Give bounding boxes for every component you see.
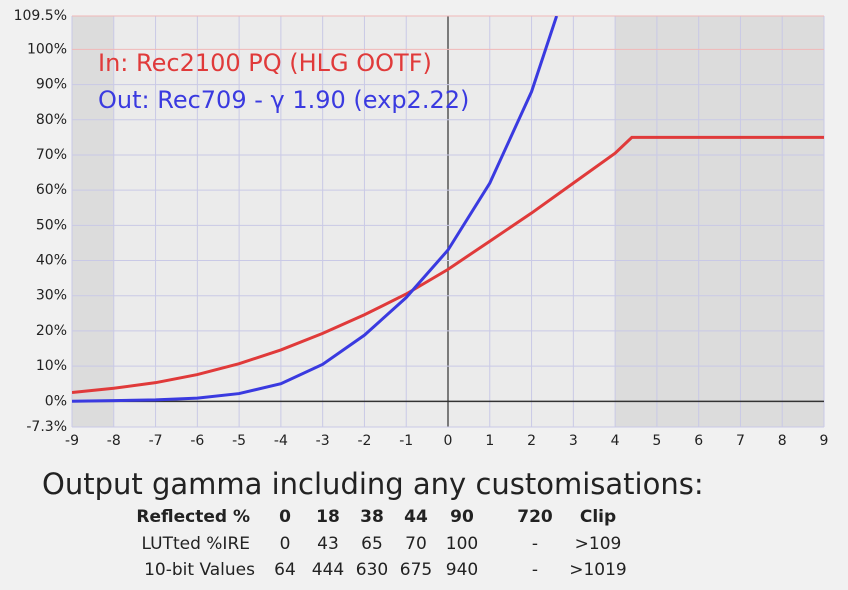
table-cell: 10-bit Values — [144, 560, 255, 580]
shaded-region — [615, 16, 824, 427]
x-tick-label: -1 — [399, 433, 413, 449]
table-header-cell: 44 — [404, 507, 428, 527]
y-tick-label: 40% — [36, 253, 67, 269]
table-cell: 0 — [280, 534, 291, 554]
table-cell: 65 — [361, 534, 383, 554]
x-tick-label: -2 — [357, 433, 371, 449]
y-tick-label: 50% — [36, 217, 67, 233]
table-cell: 70 — [405, 534, 427, 554]
x-tick-label: -4 — [274, 433, 288, 449]
table-cell: 100 — [446, 534, 478, 554]
x-tick-label: 0 — [444, 433, 453, 449]
y-tick-label: 0% — [45, 393, 67, 409]
y-tick-label: 10% — [36, 358, 67, 374]
table-cell: 444 — [312, 560, 344, 580]
x-tick-label: 9 — [820, 433, 829, 449]
table-cell: - — [532, 560, 538, 580]
y-tick-label: 60% — [36, 182, 67, 198]
series-line — [72, 135, 824, 395]
table-cell: 940 — [446, 560, 478, 580]
table-header-cell: 38 — [360, 507, 384, 527]
y-tick-label: 30% — [36, 288, 67, 304]
table-cell: >1019 — [569, 560, 627, 580]
table-cell: 630 — [356, 560, 388, 580]
x-tick-label: -3 — [316, 433, 330, 449]
x-tick-label: 8 — [778, 433, 787, 449]
table-cell: LUTted %IRE — [142, 534, 251, 554]
y-tick-label: 80% — [36, 112, 67, 128]
y-tick-label: 109.5% — [14, 8, 67, 24]
table-title: Output gamma including any customisation… — [42, 467, 704, 501]
y-tick-label: 70% — [36, 147, 67, 163]
table-cell: 64 — [274, 560, 296, 580]
x-tick-label: -5 — [232, 433, 246, 449]
y-tick-label: 90% — [36, 77, 67, 93]
x-tick-label: -8 — [107, 433, 121, 449]
y-tick-label: 20% — [36, 323, 67, 339]
table-header-cell: 18 — [316, 507, 340, 527]
table-header-cell: 720 — [517, 507, 553, 527]
table-header-cell: 90 — [450, 507, 474, 527]
annotation: In: Rec2100 PQ (HLG OOTF) — [98, 49, 432, 77]
x-tick-label: 2 — [527, 433, 536, 449]
x-tick-label: 1 — [485, 433, 494, 449]
x-tick-label: 3 — [569, 433, 578, 449]
table-cell: 43 — [317, 534, 339, 554]
table-cell: 675 — [400, 560, 432, 580]
x-tick-label: 4 — [611, 433, 620, 449]
y-tick-label: 100% — [27, 41, 67, 57]
table-header-cell: Reflected % — [136, 507, 250, 527]
x-tick-label: -6 — [190, 433, 204, 449]
x-tick-label: 7 — [736, 433, 745, 449]
x-tick-label: -9 — [65, 433, 79, 449]
table-cell: >109 — [575, 534, 622, 554]
table-cell: - — [532, 534, 538, 554]
x-tick-label: 6 — [694, 433, 703, 449]
shaded-region — [72, 16, 114, 427]
y-tick-label: -7.3% — [26, 419, 67, 435]
x-tick-label: 5 — [652, 433, 661, 449]
table-header-cell: Clip — [580, 507, 616, 527]
x-tick-label: -7 — [149, 433, 163, 449]
table-header-cell: 0 — [279, 507, 291, 527]
annotation: Out: Rec709 - γ 1.90 (exp2.22) — [98, 86, 469, 114]
series-line — [72, 16, 559, 403]
